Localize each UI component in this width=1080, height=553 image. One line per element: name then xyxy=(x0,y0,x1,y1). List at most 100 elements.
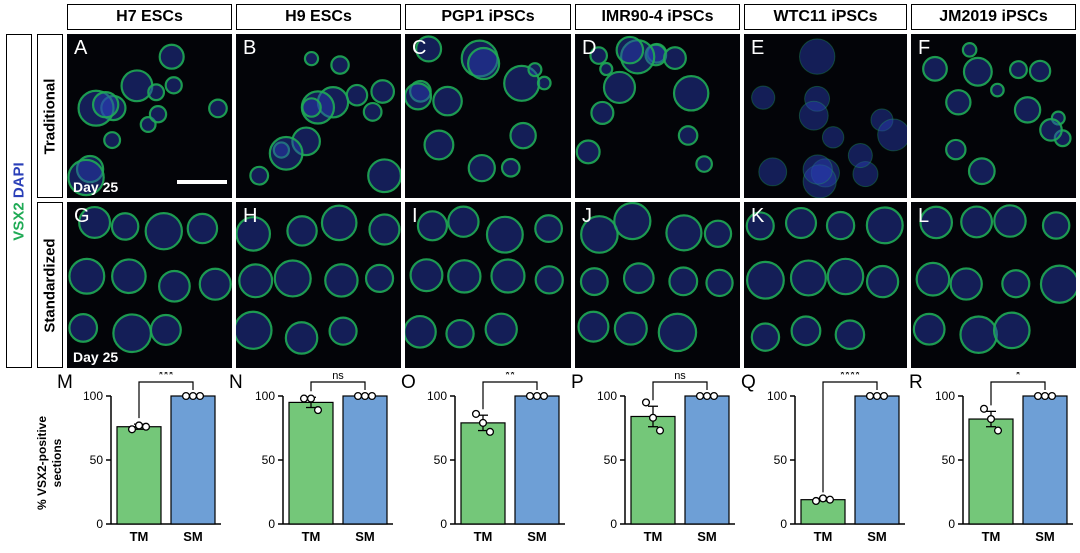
organoid-layer xyxy=(745,206,904,352)
data-point xyxy=(353,391,363,401)
organoid-ring xyxy=(665,214,703,252)
organoid-core xyxy=(187,213,218,244)
micrograph-panel-h: H xyxy=(236,202,401,368)
organoid-core xyxy=(614,312,647,345)
organoid-core xyxy=(369,214,400,245)
organoid-core xyxy=(69,258,105,294)
organoid-ring xyxy=(91,90,120,119)
organoid-ring xyxy=(268,135,304,171)
panel-letter: C xyxy=(412,37,427,59)
category-label: SM xyxy=(355,529,375,544)
organoid-ring xyxy=(147,83,166,102)
organoid-core xyxy=(236,311,272,349)
organoid-core xyxy=(239,264,273,298)
organoid-core xyxy=(285,322,318,354)
chart-panel-letter: O xyxy=(401,372,416,393)
organoid-ring xyxy=(580,215,619,254)
organoid-ring xyxy=(467,153,496,183)
significance-label: ** xyxy=(505,372,515,382)
data-point xyxy=(695,391,705,401)
organoid-ring xyxy=(602,70,637,105)
organoid-core xyxy=(848,143,873,168)
organoid-ring xyxy=(745,211,775,241)
organoid-ring xyxy=(949,267,983,301)
data-point xyxy=(525,391,535,401)
organoid-core xyxy=(113,314,151,353)
y-tick-label: 50 xyxy=(774,453,788,467)
organoid-core xyxy=(603,71,635,103)
organoid-ring xyxy=(663,46,687,71)
organoid-ring xyxy=(703,219,733,249)
organoid-ring xyxy=(804,85,831,112)
y-tick-label: 0 xyxy=(780,517,787,531)
organoid-core xyxy=(69,314,98,342)
y-tick-label: 100 xyxy=(427,389,447,403)
organoid-ring xyxy=(68,257,106,295)
organoid-core xyxy=(968,158,995,185)
organoid-ring xyxy=(149,313,182,346)
organoid-ring xyxy=(67,158,105,197)
organoid-core xyxy=(1042,212,1070,239)
organoid-ring xyxy=(613,311,648,346)
organoid-ring xyxy=(821,126,845,149)
organoid-ring xyxy=(320,204,358,242)
organoid-core xyxy=(962,43,977,57)
organoid-core xyxy=(746,212,774,240)
organoid-ring xyxy=(945,89,972,116)
organoid-ring xyxy=(577,310,610,343)
organoid-layer xyxy=(405,205,564,349)
organoid-core xyxy=(1029,60,1051,82)
organoid-core xyxy=(165,77,182,94)
organoid-core xyxy=(368,159,401,193)
organoid-ring xyxy=(1041,211,1071,240)
row-label-traditional: Traditional xyxy=(37,34,63,198)
y-tick-label: 50 xyxy=(262,453,276,467)
organoid-core xyxy=(923,57,947,81)
organoid-ring xyxy=(103,131,122,150)
organoid-core xyxy=(827,258,864,295)
organoid-ring xyxy=(758,157,788,187)
bar-chart-p: P 0 50 100 TM SM ns xyxy=(569,370,739,546)
micrograph-panel-d: D xyxy=(575,34,740,198)
organoid-core xyxy=(658,313,697,352)
organoid-core xyxy=(866,207,903,244)
data-point xyxy=(1040,391,1050,401)
organoid-core xyxy=(302,98,321,117)
organoid-core xyxy=(803,154,833,185)
micrograph-panel-a: A Day 25 xyxy=(67,34,232,198)
organoid-ring xyxy=(75,154,105,184)
bar xyxy=(684,395,730,525)
data-point xyxy=(539,391,549,401)
chart-panel-letter: Q xyxy=(741,372,756,393)
organoid-core xyxy=(799,101,829,131)
micrograph-panel-f: F xyxy=(911,34,1076,198)
organoid-core xyxy=(616,36,644,64)
organoid-core xyxy=(468,47,500,80)
organoid-core xyxy=(269,137,303,170)
organoid-core xyxy=(159,270,190,302)
organoid-ring xyxy=(615,35,645,65)
organoid-layer xyxy=(575,35,713,173)
organoid-ring xyxy=(990,82,1005,98)
organoid-ring xyxy=(432,85,463,117)
column-header-h9: H9 ESCs xyxy=(236,4,401,30)
organoid-layer xyxy=(751,38,907,198)
organoid-core xyxy=(486,216,523,253)
organoid-core xyxy=(1040,119,1062,141)
organoid-core xyxy=(535,266,563,294)
scale-bar xyxy=(177,180,227,184)
organoid-core xyxy=(811,158,840,188)
significance-bracket xyxy=(310,381,366,392)
organoid-ring xyxy=(249,165,270,186)
stain-nuclear-label: DAPI xyxy=(10,161,28,198)
organoid-ring xyxy=(405,314,437,349)
organoid-ring xyxy=(445,318,475,349)
y-tick-label: 100 xyxy=(597,389,617,403)
organoid-core xyxy=(799,38,835,75)
organoid-core xyxy=(104,132,121,148)
organoid-ring xyxy=(485,215,524,254)
chart-panel-letter: R xyxy=(909,372,923,393)
micrograph-panel-g: G Day 25 xyxy=(67,202,232,368)
column-header-imr90: IMR90-4 iPSCs xyxy=(575,4,740,30)
